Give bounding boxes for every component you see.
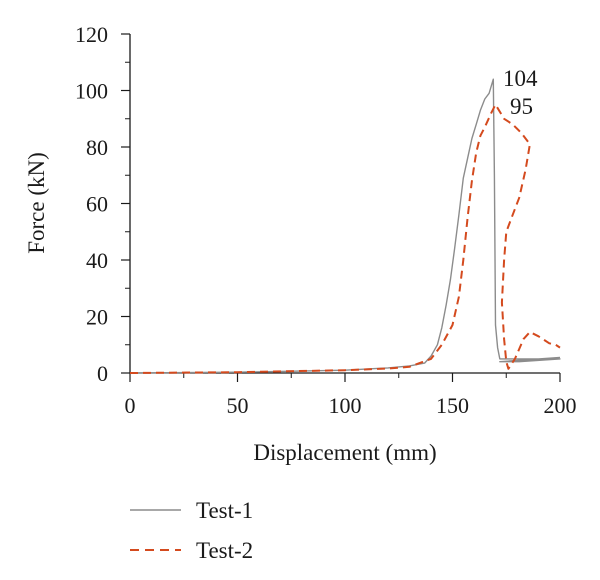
y-tick-label-20: 20 — [86, 305, 108, 330]
x-tick-label-50: 50 — [227, 393, 249, 418]
legend-label-test-1: Test-1 — [196, 498, 253, 523]
x-tick-label-0: 0 — [125, 393, 136, 418]
series-line-test-1 — [129, 78, 561, 374]
x-axis-title: Displacement (mm) — [253, 440, 436, 465]
ticks: 0 50 100 150 200 0 20 40 60 80 100 120 — [75, 22, 577, 418]
x-tick-label-200: 200 — [544, 393, 577, 418]
series-line-test-2 — [129, 103, 561, 374]
peak-annotation-test-1: 104 — [503, 66, 538, 91]
y-tick-label-80: 80 — [86, 135, 108, 160]
y-tick-label-0: 0 — [97, 361, 108, 386]
legend-label-test-2: Test-2 — [196, 538, 253, 563]
series-layer — [129, 78, 561, 374]
y-tick-label-60: 60 — [86, 192, 108, 217]
x-tick-label-100: 100 — [329, 393, 362, 418]
y-tick-label-120: 120 — [75, 22, 108, 47]
x-tick-label-150: 150 — [436, 393, 469, 418]
y-axis-title: Force (kN) — [24, 152, 49, 254]
legend: Test-1 Test-2 — [130, 498, 253, 563]
y-tick-label-100: 100 — [75, 79, 108, 104]
peak-annotation-test-2: 95 — [510, 94, 533, 119]
y-tick-label-40: 40 — [86, 248, 108, 273]
